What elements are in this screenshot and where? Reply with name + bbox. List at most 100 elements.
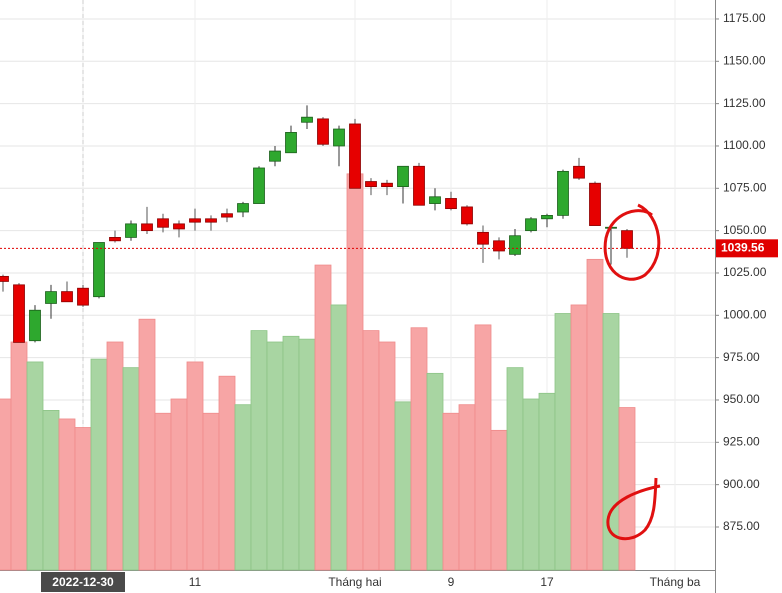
volume-bar <box>314 264 332 571</box>
candle-body <box>253 167 265 204</box>
x-tick-label: Tháng hai <box>328 575 381 589</box>
x-tick-label: 9 <box>448 575 455 589</box>
candle-body <box>109 237 121 242</box>
volume-bar <box>570 304 588 571</box>
x-tick-label: 2022-12-30 <box>52 575 114 589</box>
candle-body <box>509 235 521 255</box>
candle-body <box>365 181 377 188</box>
volume-bar <box>362 330 380 571</box>
crosshair-label-box <box>41 572 125 592</box>
candle-body <box>93 242 105 298</box>
volume-bar <box>474 324 492 571</box>
volume-bar <box>554 313 572 571</box>
candle-body <box>189 218 201 223</box>
volume-bar <box>90 358 108 571</box>
candle-body <box>461 206 473 225</box>
candle-body <box>477 231 489 245</box>
candle-body <box>525 218 537 232</box>
candle-body <box>173 223 185 230</box>
x-tick-label: 11 <box>189 575 202 589</box>
candle-body <box>157 218 169 228</box>
volume-bar <box>154 412 172 571</box>
candle-body <box>413 165 425 206</box>
volume-bar <box>298 338 316 571</box>
volume-bar <box>218 375 236 571</box>
candle-body <box>445 198 457 210</box>
volume-bar <box>378 341 396 571</box>
volume-bar <box>106 341 124 571</box>
volume-bar <box>490 429 508 571</box>
volume-bar <box>122 367 140 571</box>
volume-bar <box>346 173 364 571</box>
volume-bar <box>330 304 348 571</box>
candle-body <box>237 203 249 213</box>
last-price-box <box>716 239 778 258</box>
volume-bar <box>58 418 76 571</box>
candle-body <box>141 223 153 232</box>
candle-body <box>493 240 505 252</box>
y-tick-label: 1150.00 <box>723 53 766 67</box>
y-tick-label: 1075.00 <box>723 180 767 194</box>
candle-body <box>301 116 313 123</box>
candle-body <box>61 291 73 303</box>
candle-body <box>29 309 41 342</box>
candle-body <box>0 275 9 282</box>
volume-bar <box>266 341 284 571</box>
volume-bar <box>74 427 92 571</box>
candle-body <box>349 123 361 189</box>
candle-body <box>285 132 297 154</box>
candle-body <box>333 128 345 147</box>
candle-body <box>317 118 329 145</box>
y-tick-label: 950.00 <box>723 392 760 406</box>
candle-body <box>397 165 409 188</box>
volume-bar <box>186 361 204 571</box>
y-tick-label: 900.00 <box>723 477 760 491</box>
candle-body <box>77 287 89 306</box>
annotation-circle <box>603 203 661 281</box>
x-tick-label: Tháng ba <box>650 575 701 589</box>
x-tick-label: 17 <box>540 575 554 589</box>
volume-bar <box>586 258 604 571</box>
volume-bar <box>522 398 540 571</box>
volume-bar <box>170 398 188 571</box>
volume-bar <box>0 398 12 571</box>
volume-bar <box>26 361 44 571</box>
volume-bar <box>394 401 412 571</box>
y-tick-label: 925.00 <box>723 434 760 448</box>
y-tick-label: 1175.00 <box>723 11 766 25</box>
candle-body <box>429 196 441 204</box>
volume-bar <box>618 407 636 571</box>
y-tick-label: 1000.00 <box>723 307 767 321</box>
plot-area <box>0 0 715 571</box>
candle-body <box>13 284 25 343</box>
volume-bar <box>138 318 156 571</box>
candle-body <box>621 230 633 249</box>
volume-bar <box>538 392 556 571</box>
volume-bar <box>202 412 220 571</box>
y-tick-label: 875.00 <box>723 519 760 533</box>
candle-body <box>125 223 137 238</box>
volume-bar <box>506 367 524 571</box>
candle-body <box>541 215 553 220</box>
candle-body <box>381 182 393 188</box>
y-tick-label: 975.00 <box>723 350 760 364</box>
candle-body <box>45 291 57 304</box>
volume-bar <box>410 327 428 571</box>
candle-body <box>221 213 233 218</box>
candle-body <box>557 170 569 216</box>
candle-body <box>573 165 585 179</box>
candle-body <box>205 218 217 223</box>
y-tick-label: 1025.00 <box>723 265 767 279</box>
volume-bar <box>442 412 460 571</box>
annotation-circle <box>606 477 661 541</box>
y-tick-label: 1125.00 <box>723 96 766 110</box>
y-tick-label: 1050.00 <box>723 223 767 237</box>
volume-bar <box>250 330 268 571</box>
y-tick-label: 1100.00 <box>723 138 766 152</box>
candle-body <box>269 150 281 162</box>
volume-bar <box>234 404 252 571</box>
last-price-label: 1039.56 <box>721 240 765 254</box>
volume-bar <box>426 372 444 571</box>
volume-bar <box>10 341 28 571</box>
